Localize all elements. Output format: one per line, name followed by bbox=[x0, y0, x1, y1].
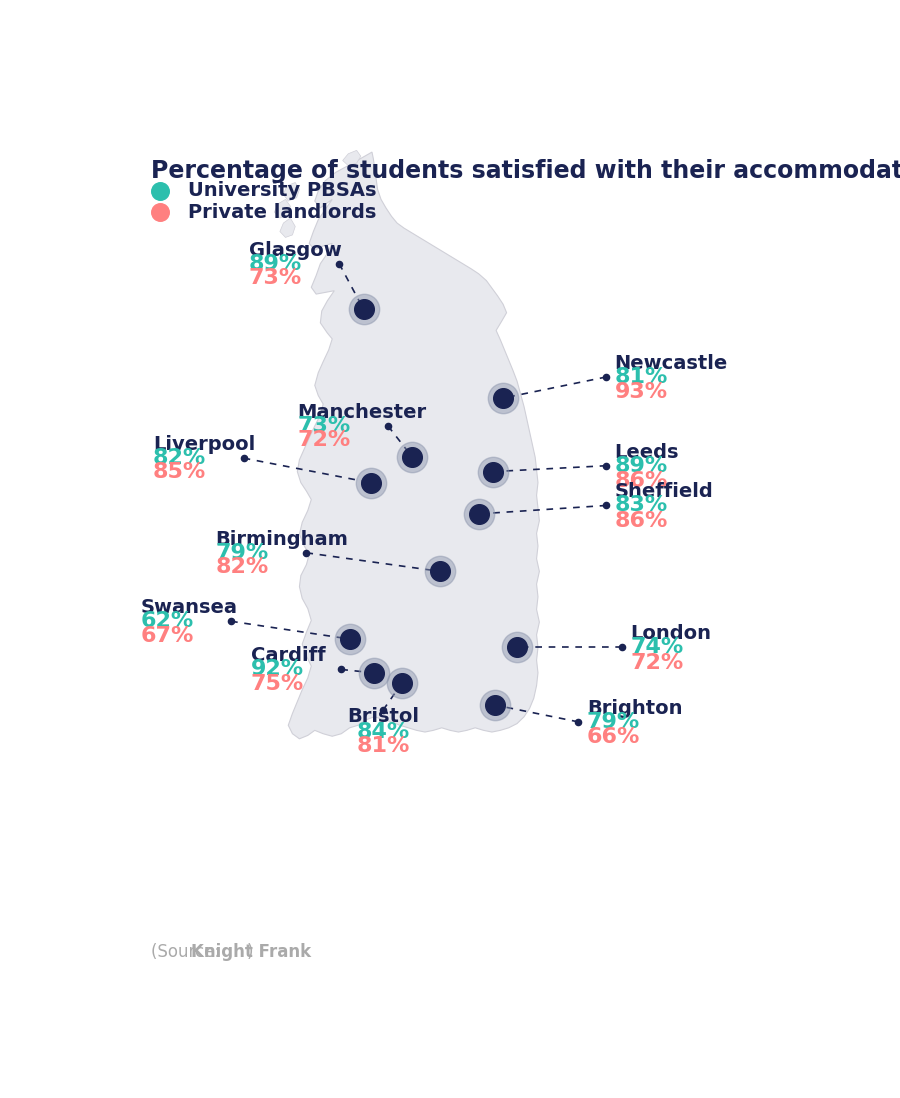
Point bbox=[405, 448, 419, 466]
Text: 75%: 75% bbox=[250, 674, 304, 694]
Text: 66%: 66% bbox=[587, 727, 640, 747]
Point bbox=[405, 448, 419, 466]
Text: (Source:: (Source: bbox=[151, 943, 225, 961]
Polygon shape bbox=[288, 152, 539, 739]
Point bbox=[332, 255, 347, 272]
Polygon shape bbox=[280, 219, 295, 237]
Text: 73%: 73% bbox=[297, 416, 351, 436]
Text: 81%: 81% bbox=[356, 737, 410, 757]
Text: 86%: 86% bbox=[615, 511, 668, 530]
Text: Newcastle: Newcastle bbox=[615, 354, 728, 373]
Text: 79%: 79% bbox=[587, 712, 640, 732]
Point bbox=[599, 496, 614, 514]
Point bbox=[395, 674, 410, 692]
Point bbox=[395, 674, 410, 692]
Text: University PBSAs: University PBSAs bbox=[188, 181, 376, 201]
Text: ): ) bbox=[248, 943, 254, 961]
Text: 85%: 85% bbox=[153, 462, 206, 482]
Text: 74%: 74% bbox=[630, 638, 683, 658]
Text: 81%: 81% bbox=[615, 367, 668, 386]
Text: 72%: 72% bbox=[297, 430, 351, 450]
Point bbox=[509, 639, 524, 657]
Point bbox=[433, 562, 447, 580]
Point bbox=[224, 613, 238, 630]
Text: Private landlords: Private landlords bbox=[188, 202, 376, 222]
Text: 67%: 67% bbox=[140, 626, 194, 646]
Text: 82%: 82% bbox=[216, 557, 269, 578]
Point bbox=[356, 301, 371, 318]
Polygon shape bbox=[284, 182, 300, 201]
Point bbox=[356, 301, 371, 318]
Point bbox=[367, 664, 382, 682]
Text: 79%: 79% bbox=[216, 542, 269, 563]
Point bbox=[485, 463, 500, 481]
Text: Swansea: Swansea bbox=[140, 598, 238, 617]
Point bbox=[472, 505, 486, 523]
Text: 83%: 83% bbox=[615, 495, 668, 515]
Point bbox=[572, 713, 586, 730]
Point bbox=[364, 474, 378, 492]
Point bbox=[367, 664, 382, 682]
Point bbox=[485, 463, 500, 481]
Text: 62%: 62% bbox=[140, 612, 194, 631]
Text: Bristol: Bristol bbox=[347, 707, 419, 726]
Text: 89%: 89% bbox=[615, 456, 668, 475]
Text: London: London bbox=[630, 625, 711, 643]
Text: Sheffield: Sheffield bbox=[615, 482, 714, 502]
Text: Manchester: Manchester bbox=[297, 403, 427, 422]
Text: Cardiff: Cardiff bbox=[250, 647, 325, 665]
Text: 73%: 73% bbox=[248, 268, 302, 288]
Point bbox=[599, 457, 614, 474]
Text: 93%: 93% bbox=[615, 382, 668, 402]
Point bbox=[342, 630, 356, 648]
Point bbox=[237, 449, 251, 467]
Point bbox=[299, 544, 313, 561]
Text: 84%: 84% bbox=[356, 722, 410, 742]
Text: 92%: 92% bbox=[250, 660, 303, 680]
Point bbox=[599, 368, 614, 385]
Text: Brighton: Brighton bbox=[587, 698, 682, 718]
Point bbox=[615, 639, 629, 657]
Text: Knight Frank: Knight Frank bbox=[192, 943, 311, 961]
Text: Leeds: Leeds bbox=[615, 442, 680, 461]
Point bbox=[364, 474, 378, 492]
Polygon shape bbox=[343, 150, 361, 166]
Text: 72%: 72% bbox=[630, 652, 683, 673]
Point bbox=[496, 390, 510, 407]
Point bbox=[472, 505, 486, 523]
Point bbox=[488, 696, 502, 714]
Text: 82%: 82% bbox=[153, 448, 206, 468]
Point bbox=[334, 661, 348, 679]
Point bbox=[488, 696, 502, 714]
Point bbox=[381, 417, 395, 435]
Point bbox=[496, 390, 510, 407]
Point bbox=[509, 639, 524, 657]
Point bbox=[153, 203, 167, 221]
Point bbox=[342, 630, 356, 648]
Polygon shape bbox=[274, 200, 291, 219]
Text: Birmingham: Birmingham bbox=[216, 529, 348, 549]
Point bbox=[433, 562, 447, 580]
Text: Percentage of students satisfied with their accommodation: Percentage of students satisfied with th… bbox=[151, 159, 900, 182]
Text: 86%: 86% bbox=[615, 471, 668, 491]
Text: Glasgow: Glasgow bbox=[248, 240, 341, 259]
Point bbox=[153, 182, 167, 200]
Text: Liverpool: Liverpool bbox=[153, 435, 256, 455]
Point bbox=[376, 702, 391, 719]
Text: 89%: 89% bbox=[248, 254, 302, 273]
